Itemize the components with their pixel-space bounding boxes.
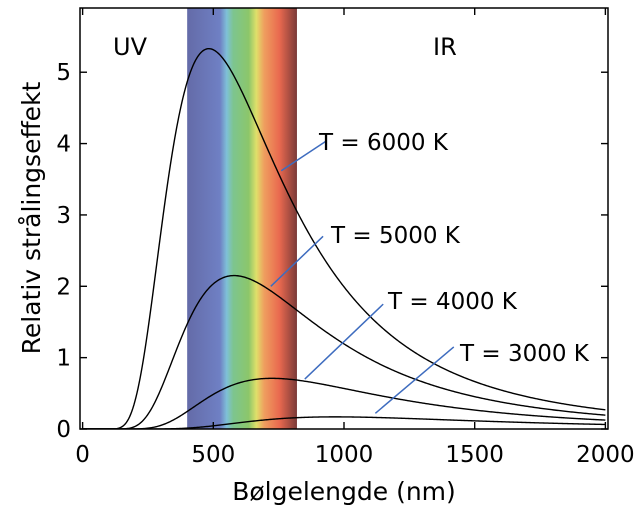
curve-label-pointers bbox=[270, 140, 455, 414]
pointer-line-4000k bbox=[304, 303, 384, 380]
label-3000k: T = 3000 K bbox=[459, 341, 590, 367]
y-tick-label: 3 bbox=[56, 203, 71, 229]
x-axis-title: Bølgelengde (nm) bbox=[232, 477, 456, 506]
curve-6000k bbox=[82, 47, 606, 429]
ir-region-label: IR bbox=[433, 33, 457, 61]
y-axis-title: Relativ strålingseffekt bbox=[17, 81, 46, 354]
spectrum-band-fill bbox=[187, 8, 297, 429]
label-5000k: T = 5000 K bbox=[330, 223, 461, 249]
x-tick-label: 0 bbox=[75, 442, 90, 468]
y-tick-label: 1 bbox=[56, 346, 71, 372]
label-6000k: T = 6000 K bbox=[318, 130, 449, 156]
pointer-line-6000k bbox=[280, 140, 327, 172]
x-tick-label: 500 bbox=[191, 442, 235, 468]
pointer-line-5000k bbox=[270, 235, 324, 287]
x-tick-label: 1500 bbox=[445, 442, 504, 468]
label-4000k: T = 4000 K bbox=[387, 289, 518, 315]
visible-spectrum-band bbox=[187, 8, 297, 429]
y-tick-label: 4 bbox=[56, 132, 71, 158]
axis-ticks: 0 500 1000 1500 2000 0 1 2 3 4 5 bbox=[56, 8, 635, 468]
y-tick-label: 2 bbox=[56, 274, 71, 300]
curve-4000k bbox=[82, 377, 606, 429]
curve-5000k bbox=[82, 274, 606, 429]
x-tick-label: 1000 bbox=[315, 442, 374, 468]
pointer-line-3000k bbox=[374, 346, 455, 414]
y-tick-label: 5 bbox=[56, 60, 71, 86]
x-tick-label: 2000 bbox=[576, 442, 635, 468]
y-tick-label: 0 bbox=[56, 417, 71, 443]
uv-region-label: UV bbox=[113, 33, 148, 61]
